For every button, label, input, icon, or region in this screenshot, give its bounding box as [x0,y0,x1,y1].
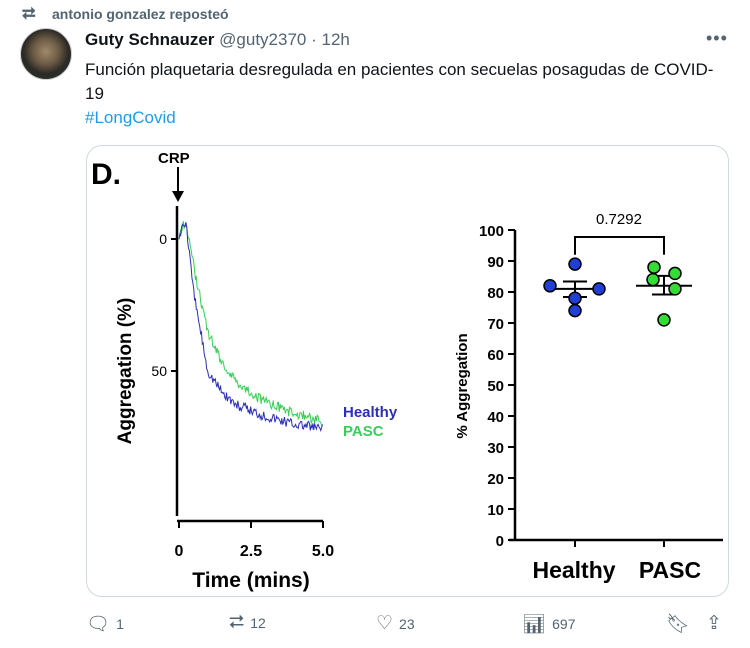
share-button[interactable]: ⇪ [706,612,722,635]
hashtag-link[interactable]: #LongCovid [85,108,176,127]
data-point-pasc [646,272,660,287]
crp-annotation: CRP [158,150,190,167]
repost-count: 12 [250,615,266,631]
right-y-tick-label: 10 [487,502,504,519]
right-y-tick-label: 40 [487,409,504,426]
legend-pasc: PASC [343,423,384,440]
share-icon: ⇪ [706,613,722,634]
data-point-pasc [668,282,682,296]
repost-indicator[interactable]: ⮂ antonio gonzalez reposteó [22,4,229,23]
author-handle[interactable]: @guty2370 [219,30,307,49]
right-y-tick-label: 90 [487,254,504,271]
views-icon: 📊︎ [522,614,547,635]
left-x-tick-label: 2.5 [240,543,262,560]
left-x-tick-label: 0 [175,543,184,560]
data-point-healthy [568,303,582,318]
left-x-axis-title: Time (mins) [192,569,309,592]
tweet-body: Función plaquetaria desregulada en pacie… [85,60,714,103]
p-value: 0.7292 [596,211,642,228]
action-bar: 🗨︎ 1 ⮂ 12 ♡ 23 📊︎ 697 🔖︎ ⇪ [86,612,736,640]
like-button[interactable]: ♡ 23 [376,612,415,635]
like-count: 23 [399,615,415,632]
right-y-tick-label: 80 [487,285,504,302]
data-point-healthy [543,279,557,293]
repost-button[interactable]: ⮂ 12 [229,612,266,634]
left-x-tick-label: 5.0 [312,543,334,560]
category-label: Healthy [532,557,615,583]
significance-bracket [574,236,665,255]
data-point-pasc [668,266,682,281]
data-point-pasc [657,313,671,327]
right-y-tick-label: 100 [479,223,504,240]
right-y-tick-label: 60 [487,347,504,364]
tweet-header: Guty Schnauzer @guty2370 · 12h [85,30,350,50]
views-button[interactable]: 📊︎ 697 [522,612,575,636]
right-y-tick-label: 50 [487,378,504,395]
category-label: PASC [639,557,701,583]
more-options-icon[interactable]: ••• [706,28,728,48]
data-point-healthy [568,257,582,271]
reply-count: 1 [116,616,124,632]
trace-pasc [178,220,323,427]
right-y-tick-label: 70 [487,316,504,333]
trace-healthy [178,222,323,432]
timestamp[interactable]: 12h [321,30,350,49]
left-y-axis-title: Aggregation (%) [115,298,136,445]
repost-icon: ⮂ [229,612,245,633]
view-count: 697 [552,616,576,632]
data-point-healthy [568,291,582,305]
crp-arrowhead [172,191,184,202]
avatar[interactable] [20,28,72,80]
reply-button[interactable]: 🗨︎ 1 [86,612,124,636]
left-y-tick-label: 50 [151,363,167,379]
tweet-image[interactable]: D. CRP 0 50 0 2.5 5.0 Time (mins) Aggregation (%… [86,145,729,597]
right-y-tick-label: 0 [496,533,504,550]
author-name[interactable]: Guty Schnauzer [85,30,215,49]
panel-label: D. [91,158,121,191]
reply-icon: 🗨︎ [86,614,111,635]
bookmark-button[interactable]: 🔖︎ [666,612,690,636]
right-y-axis-title: % Aggregation [454,333,471,438]
tweet-text: Función plaquetaria desregulada en pacie… [85,58,715,130]
separator: · [311,30,317,49]
repost-icon: ⮂ [22,4,36,23]
bookmark-icon: 🔖︎ [666,614,691,635]
legend-healthy: Healthy [343,404,398,421]
repost-label: antonio gonzalez reposteó [52,6,229,22]
right-y-tick-label: 30 [487,440,504,457]
data-point-healthy [592,282,606,296]
heart-icon: ♡ [376,613,394,634]
right-y-tick-label: 20 [487,471,504,488]
left-y-tick-label: 0 [159,231,167,247]
data-point-pasc [647,260,661,274]
